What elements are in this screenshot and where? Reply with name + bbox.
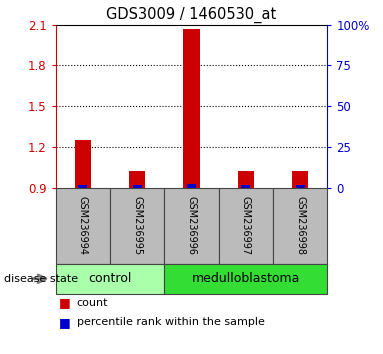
Text: GSM236998: GSM236998 xyxy=(295,196,305,255)
Bar xyxy=(78,185,87,188)
Bar xyxy=(183,29,200,188)
Bar xyxy=(75,140,91,188)
Text: GSM236995: GSM236995 xyxy=(132,196,142,255)
Text: ■: ■ xyxy=(59,316,71,329)
Text: control: control xyxy=(88,272,132,285)
Title: GDS3009 / 1460530_at: GDS3009 / 1460530_at xyxy=(106,7,277,23)
Bar xyxy=(296,185,305,188)
Text: count: count xyxy=(77,298,108,308)
Bar xyxy=(187,184,196,188)
Text: percentile rank within the sample: percentile rank within the sample xyxy=(77,317,265,327)
Text: GSM236997: GSM236997 xyxy=(241,196,251,255)
Text: GSM236994: GSM236994 xyxy=(78,196,88,255)
Bar xyxy=(133,185,142,188)
Bar xyxy=(241,185,250,188)
Text: medulloblastoma: medulloblastoma xyxy=(192,272,300,285)
Text: GSM236996: GSM236996 xyxy=(187,196,196,255)
Bar xyxy=(129,171,145,188)
Bar xyxy=(292,171,308,188)
Bar xyxy=(238,171,254,188)
Text: disease state: disease state xyxy=(4,274,78,284)
Text: ■: ■ xyxy=(59,296,71,309)
